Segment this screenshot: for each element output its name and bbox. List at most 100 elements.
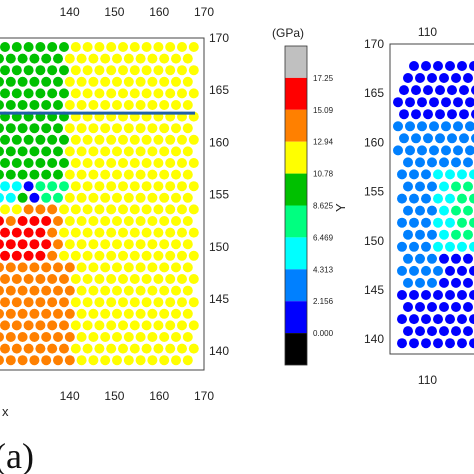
left-dot [17,123,28,134]
left-dot [159,216,170,226]
right-dot [457,241,467,252]
left-dot [88,239,99,250]
right-dot [469,217,474,228]
left-dot [82,134,93,145]
left-dot [88,53,99,64]
left-dot [70,65,81,76]
left-dot [123,308,134,319]
left-dot [147,169,158,180]
left-dot [23,204,34,215]
right-dot [433,169,443,180]
left-dot [5,169,16,180]
left-dot [118,88,128,99]
left-dot [159,355,170,366]
left-dot [188,65,199,76]
left-dot [53,332,63,342]
left-dot [141,204,152,215]
right-dot [415,253,425,264]
right-dot [433,265,443,276]
left-dot [76,146,87,157]
left-dot [0,42,10,52]
right-dot [415,157,425,168]
left-dot [64,76,75,87]
left-dot [23,227,34,238]
left-bottom-tick-labels: 140 150 160 170 [60,389,215,403]
right-dot [439,205,449,216]
left-top-tick-label: 150 [104,5,124,19]
left-right-tick-label: 170 [209,31,229,45]
left-right-tick-labels: 140 145 150 155 160 165 170 [209,31,229,358]
left-dot [94,250,105,261]
left-dot [165,250,176,261]
left-dot [94,320,105,331]
left-dot [70,88,81,99]
right-dot [397,193,407,204]
right-dot [463,277,473,288]
right-dot [469,265,474,276]
left-dot [82,274,93,284]
left-dot [29,53,40,64]
left-dot [135,216,146,226]
left-dot [53,76,63,87]
left-dot [23,134,34,145]
left-dot [112,308,122,319]
left-dot [5,332,16,342]
right-dot [421,169,431,180]
right-dot [421,193,431,204]
left-dot [165,297,176,308]
left-dot [23,274,34,284]
left-dot [112,100,122,110]
left-dot [182,100,193,110]
left-dot [141,297,152,308]
left-dot [100,192,111,203]
left-dot [0,297,10,308]
left-dot [0,123,4,134]
right-dot [415,205,425,216]
left-dot [171,262,181,273]
left-dot [182,169,193,180]
left-dot [106,42,117,52]
left-dot [182,146,193,157]
right-dot [447,133,457,144]
left-dot [0,320,10,331]
right-dot [399,133,409,144]
left-dot [0,100,4,110]
left-dot [182,239,193,250]
right-dot [427,73,437,83]
left-dot [129,297,140,308]
left-dot [0,343,10,354]
left-dot [53,146,63,157]
left-dot [76,308,87,319]
left-dot [0,239,4,250]
right-dot [463,253,473,264]
left-dot [17,332,28,342]
left-dot [53,53,63,64]
left-dot [165,204,176,215]
left-dot [76,169,87,180]
left-dot [123,100,134,110]
left-dot [76,53,87,64]
left-dot [106,181,117,192]
left-dot [135,146,146,157]
left-dot [11,88,22,99]
left-dot [147,355,158,366]
right-dot [409,61,419,71]
left-dot [159,100,170,110]
panel-label: (a) [0,436,34,474]
left-dot [94,343,105,354]
colorbar-title: (GPa) [272,26,304,40]
left-dot [171,123,181,134]
right-dot [439,277,449,288]
left-dot [0,262,4,273]
right-dot [463,73,473,83]
left-dot [118,134,128,145]
right-dot [445,193,455,204]
left-dot [35,343,46,354]
left-dot [94,274,105,284]
right-dot [405,97,415,108]
left-dot [188,274,199,284]
right-dot [439,302,449,312]
right-dot [411,133,421,144]
left-dot [165,181,176,192]
left-dot [23,181,34,192]
